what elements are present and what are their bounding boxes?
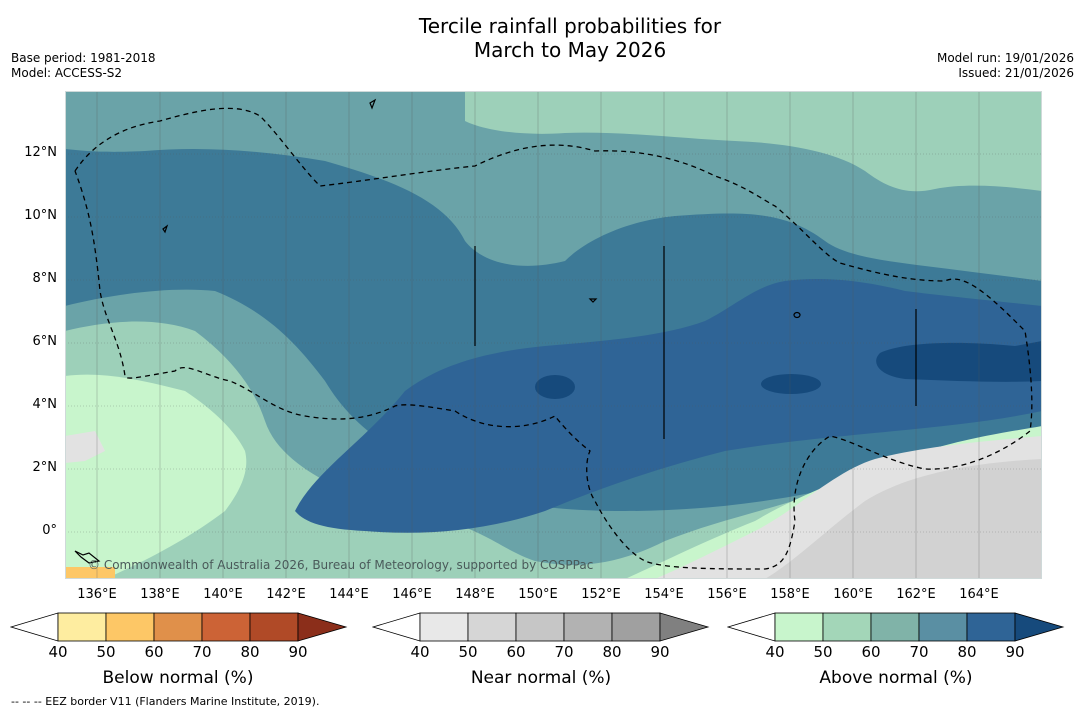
colorbar-tick-label: 60 — [144, 643, 164, 661]
lon-label: 154°E — [644, 587, 684, 602]
colorbar-extend-low — [10, 612, 59, 642]
lon-label: 146°E — [392, 587, 432, 602]
island-outlines — [74, 98, 917, 564]
lon-label: 164°E — [959, 587, 999, 602]
colorbar-extend-low — [372, 612, 421, 642]
copyright-text: © Commonwealth of Australia 2026, Bureau… — [88, 558, 594, 572]
metadata-left: Base period: 1981-2018 Model: ACCESS-S2 — [11, 51, 156, 81]
colorbar-bin — [57, 612, 107, 642]
lon-label: 138°E — [140, 587, 180, 602]
lat-label: 4°N — [32, 397, 58, 412]
colorbar-tick-label: 50 — [813, 643, 833, 661]
lat-label: 12°N — [24, 145, 57, 160]
lon-label: 158°E — [770, 587, 810, 602]
lon-label: 156°E — [707, 587, 747, 602]
colorbar-above-normal — [727, 612, 1065, 642]
colorbar-bin — [822, 612, 872, 642]
colorbar-bin — [774, 612, 824, 642]
colorbar-tick-label: 70 — [554, 643, 574, 661]
colorbar-tick-label: 40 — [48, 643, 68, 661]
colorbar-tick-label: 60 — [861, 643, 881, 661]
colorbar-below-label: Below normal (%) — [102, 668, 254, 688]
colorbar-bin — [966, 612, 1016, 642]
metadata-right: Model run: 19/01/2026 Issued: 21/01/2026 — [937, 51, 1074, 81]
title-line-1: Tercile rainfall probabilities for — [418, 14, 722, 38]
colorbar-tick-label: 40 — [410, 643, 430, 661]
region-near-normal-60 — [765, 459, 1042, 579]
colorbar-tick-label: 70 — [192, 643, 212, 661]
eez-border-west — [74, 107, 1033, 570]
colorbar-tick-label: 80 — [240, 643, 260, 661]
model-name: Model: ACCESS-S2 — [11, 66, 123, 80]
lat-label: 6°N — [32, 334, 58, 349]
colorbar-bin — [201, 612, 251, 642]
colorbar-tick-label: 70 — [909, 643, 929, 661]
region-below-normal — [65, 567, 115, 579]
region-40-southwest — [65, 374, 247, 579]
lon-label: 144°E — [329, 587, 369, 602]
lat-label: 8°N — [32, 271, 58, 286]
colorbar-below-normal-bins — [10, 612, 348, 642]
colorbar-bin — [918, 612, 968, 642]
colorbar-tick-label: 80 — [602, 643, 622, 661]
map-title: Tercile rainfall probabilities for March… — [0, 14, 1085, 62]
colorbar-bin — [563, 612, 613, 642]
colorbar-bin — [870, 612, 920, 642]
colorbar-tick-label: 40 — [765, 643, 785, 661]
region-90-patch-1 — [535, 375, 575, 399]
colorbar-extend-high — [297, 612, 348, 642]
colorbar-near-normal-bins — [372, 612, 710, 642]
lon-label: 150°E — [518, 587, 558, 602]
probability-map — [65, 91, 1042, 579]
colorbar-above-label: Above normal (%) — [819, 668, 973, 688]
lon-label: 152°E — [581, 587, 621, 602]
region-90-patch-2 — [761, 374, 821, 394]
model-run: Model run: 19/01/2026 — [936, 51, 1074, 65]
colorbar-tick-label: 90 — [288, 643, 308, 661]
colorbar-bin — [467, 612, 517, 642]
eez-footnote: -- -- -- EEZ border V11 (Flanders Marine… — [11, 695, 320, 708]
region-near-normal-west — [65, 431, 105, 463]
colorbar-bin — [611, 612, 661, 642]
lon-label: 140°E — [203, 587, 243, 602]
colorbar-bin — [105, 612, 155, 642]
title-line-2: March to May 2026 — [473, 38, 667, 62]
colorbar-above-normal-bins — [727, 612, 1065, 642]
colorbar-tick-label: 60 — [506, 643, 526, 661]
region-50-north — [465, 91, 1042, 192]
colorbar-tick-label: 80 — [957, 643, 977, 661]
lon-label: 142°E — [266, 587, 306, 602]
lon-label: 162°E — [896, 587, 936, 602]
lat-lon-grid — [65, 91, 1042, 579]
colorbar-near-label: Near normal (%) — [470, 668, 612, 688]
colorbar-tick-label: 90 — [1005, 643, 1025, 661]
region-80-core — [295, 279, 1042, 533]
colorbar-near-normal — [372, 612, 710, 642]
lat-label: 2°N — [32, 460, 58, 475]
lon-label: 148°E — [455, 587, 495, 602]
region-90-patch-3 — [876, 341, 1042, 382]
colorbar-tick-label: 90 — [650, 643, 670, 661]
colorbar-bin — [153, 612, 203, 642]
lat-label: 0° — [42, 523, 57, 538]
colorbar-extend-high — [659, 612, 710, 642]
colorbar-tick-label: 50 — [96, 643, 116, 661]
lon-label: 136°E — [77, 587, 117, 602]
colorbar-bin — [515, 612, 565, 642]
colorbar-below-normal — [10, 612, 348, 642]
issued-date: Issued: 21/01/2026 — [958, 66, 1074, 80]
colorbar-tick-label: 50 — [458, 643, 478, 661]
base-period: Base period: 1981-2018 — [11, 51, 156, 65]
colorbar-bin — [419, 612, 469, 642]
colorbar-extend-high — [1014, 612, 1065, 642]
lon-label: 160°E — [833, 587, 873, 602]
lat-label: 10°N — [24, 208, 57, 223]
colorbar-extend-low — [727, 612, 776, 642]
colorbar-bin — [249, 612, 299, 642]
